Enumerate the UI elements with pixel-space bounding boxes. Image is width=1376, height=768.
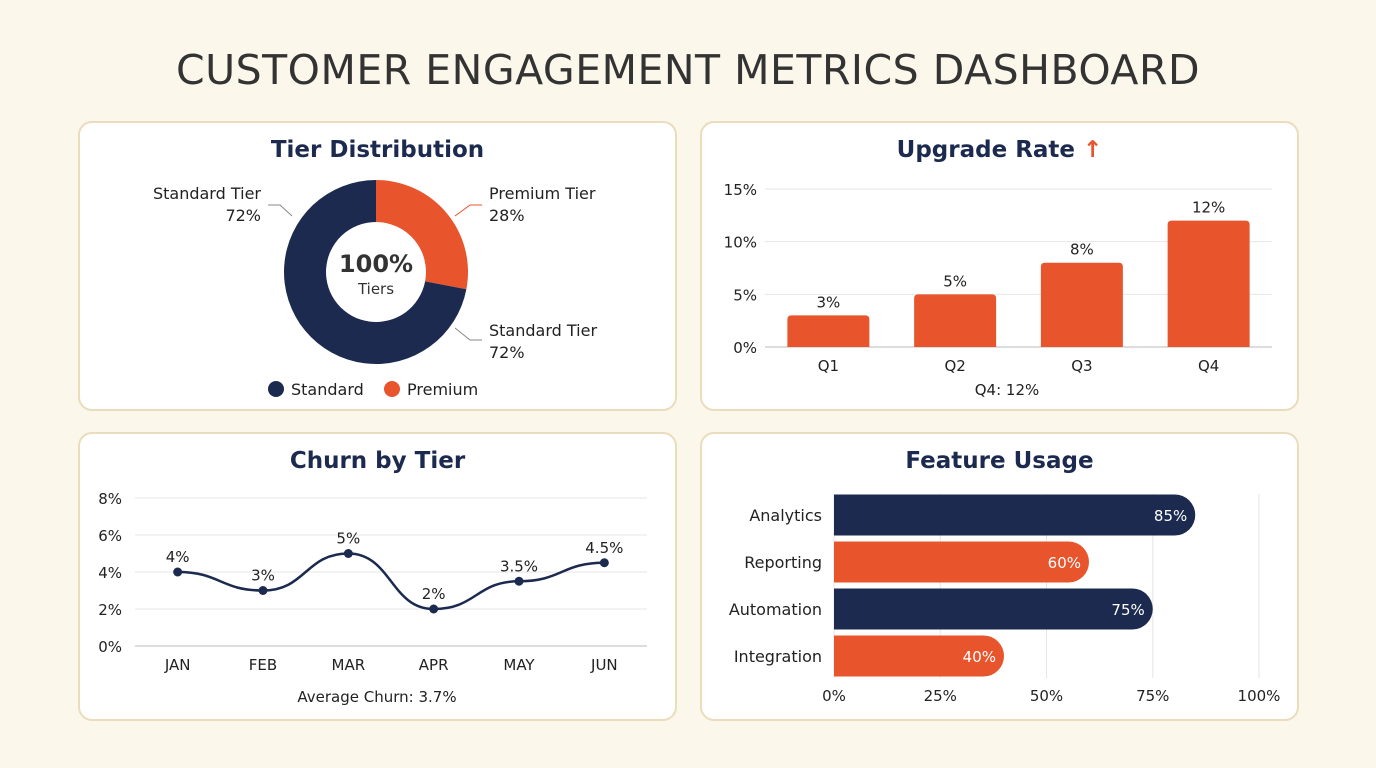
callout-label: Standard Tier xyxy=(489,321,597,340)
callout-line xyxy=(454,327,482,341)
y-tick-label: 0% xyxy=(98,638,122,656)
data-label: 8% xyxy=(1070,241,1094,259)
data-label: 2% xyxy=(422,585,446,603)
data-label: 3% xyxy=(251,567,275,585)
churn-card: Churn by Tier xyxy=(78,432,677,721)
bar-analytics xyxy=(834,494,1196,536)
churn-title: Churn by Tier xyxy=(289,448,466,474)
x-tick-label: Q4 xyxy=(1198,357,1219,375)
donut-slice-premium-tier xyxy=(376,180,468,290)
upgrade-footnote: Q4: 12% xyxy=(975,381,1040,399)
y-category-label: Integration xyxy=(734,647,822,666)
data-label: 4.5% xyxy=(585,539,623,557)
callout-line xyxy=(454,204,482,217)
x-tick-label: JAN xyxy=(164,656,191,674)
data-point-may xyxy=(514,576,524,586)
x-tick-label: Q2 xyxy=(944,357,965,375)
y-tick-label: 15% xyxy=(724,181,757,199)
bar-reporting xyxy=(834,541,1089,583)
y-tick-label: 5% xyxy=(733,286,757,304)
legend-label-standard: Standard xyxy=(291,380,364,399)
y-tick-label: 2% xyxy=(98,601,122,619)
callout-line xyxy=(268,204,293,217)
callout-value: 28% xyxy=(489,206,525,225)
x-tick-label: 75% xyxy=(1136,687,1169,705)
x-tick-label: Q3 xyxy=(1071,357,1092,375)
y-tick-label: 10% xyxy=(724,234,757,252)
bar-q1 xyxy=(787,315,870,347)
callout-value: 72% xyxy=(489,343,525,362)
x-tick-label: FEB xyxy=(249,656,277,674)
x-tick-label: MAR xyxy=(332,656,366,674)
legend-marker-premium xyxy=(384,381,400,397)
data-label: 3.5% xyxy=(500,557,538,575)
arrow-up-icon: ↑ xyxy=(1083,137,1103,163)
y-category-label: Reporting xyxy=(744,553,822,572)
data-label: 3% xyxy=(816,293,840,311)
callout-label: Premium Tier xyxy=(489,184,596,203)
data-label: 75% xyxy=(1111,601,1144,619)
data-point-apr xyxy=(429,604,439,614)
y-category-label: Automation xyxy=(729,600,822,619)
callout-value: 72% xyxy=(225,206,261,225)
x-tick-label: JUN xyxy=(590,656,618,674)
x-tick-label: 25% xyxy=(924,687,957,705)
callout-label: Standard Tier xyxy=(153,184,261,203)
bar-q4 xyxy=(1167,220,1250,347)
donut-center-label: Tiers xyxy=(357,280,394,298)
y-tick-label: 4% xyxy=(98,564,122,582)
bar-automation xyxy=(834,588,1153,630)
x-tick-label: 100% xyxy=(1238,687,1281,705)
y-tick-label: 8% xyxy=(98,490,122,508)
y-tick-label: 0% xyxy=(733,339,757,357)
y-tick-label: 6% xyxy=(98,527,122,545)
upgrade-rate-title-text: Upgrade Rate xyxy=(896,137,1076,163)
data-label: 5% xyxy=(336,530,360,548)
feature-usage-title: Feature Usage xyxy=(905,448,1094,474)
churn-line xyxy=(177,552,605,611)
data-label: 5% xyxy=(943,272,967,290)
bar-q3 xyxy=(1040,262,1123,347)
bar-q2 xyxy=(914,294,997,347)
donut-center-value: 100% xyxy=(339,250,413,278)
y-category-label: Analytics xyxy=(749,506,822,525)
data-point-jan xyxy=(173,567,183,577)
data-point-mar xyxy=(343,549,353,558)
upgrade-rate-title: Upgrade Rate ↑ xyxy=(702,137,1297,163)
tier-distribution-title: Tier Distribution xyxy=(270,137,485,163)
data-point-feb xyxy=(258,586,268,595)
data-label: 60% xyxy=(1048,554,1081,572)
dashboard-title: CUSTOMER ENGAGEMENT METRICS DASHBOARD xyxy=(175,46,1201,94)
bar-integration xyxy=(834,635,1004,677)
data-point-jun xyxy=(599,558,609,568)
x-tick-label: 0% xyxy=(822,687,846,705)
x-tick-label: 50% xyxy=(1030,687,1063,705)
x-tick-label: APR xyxy=(419,656,449,674)
data-label: 12% xyxy=(1192,199,1225,217)
donut-slice-standard-tier xyxy=(283,180,467,364)
data-label: 85% xyxy=(1154,507,1187,525)
data-label: 4% xyxy=(166,548,190,566)
churn-footnote: Average Churn: 3.7% xyxy=(297,688,456,706)
legend-marker-standard xyxy=(268,381,284,397)
data-label: 40% xyxy=(963,648,996,666)
x-tick-label: MAY xyxy=(503,656,535,674)
legend-label-premium: Premium xyxy=(407,380,478,399)
x-tick-label: Q1 xyxy=(818,357,839,375)
